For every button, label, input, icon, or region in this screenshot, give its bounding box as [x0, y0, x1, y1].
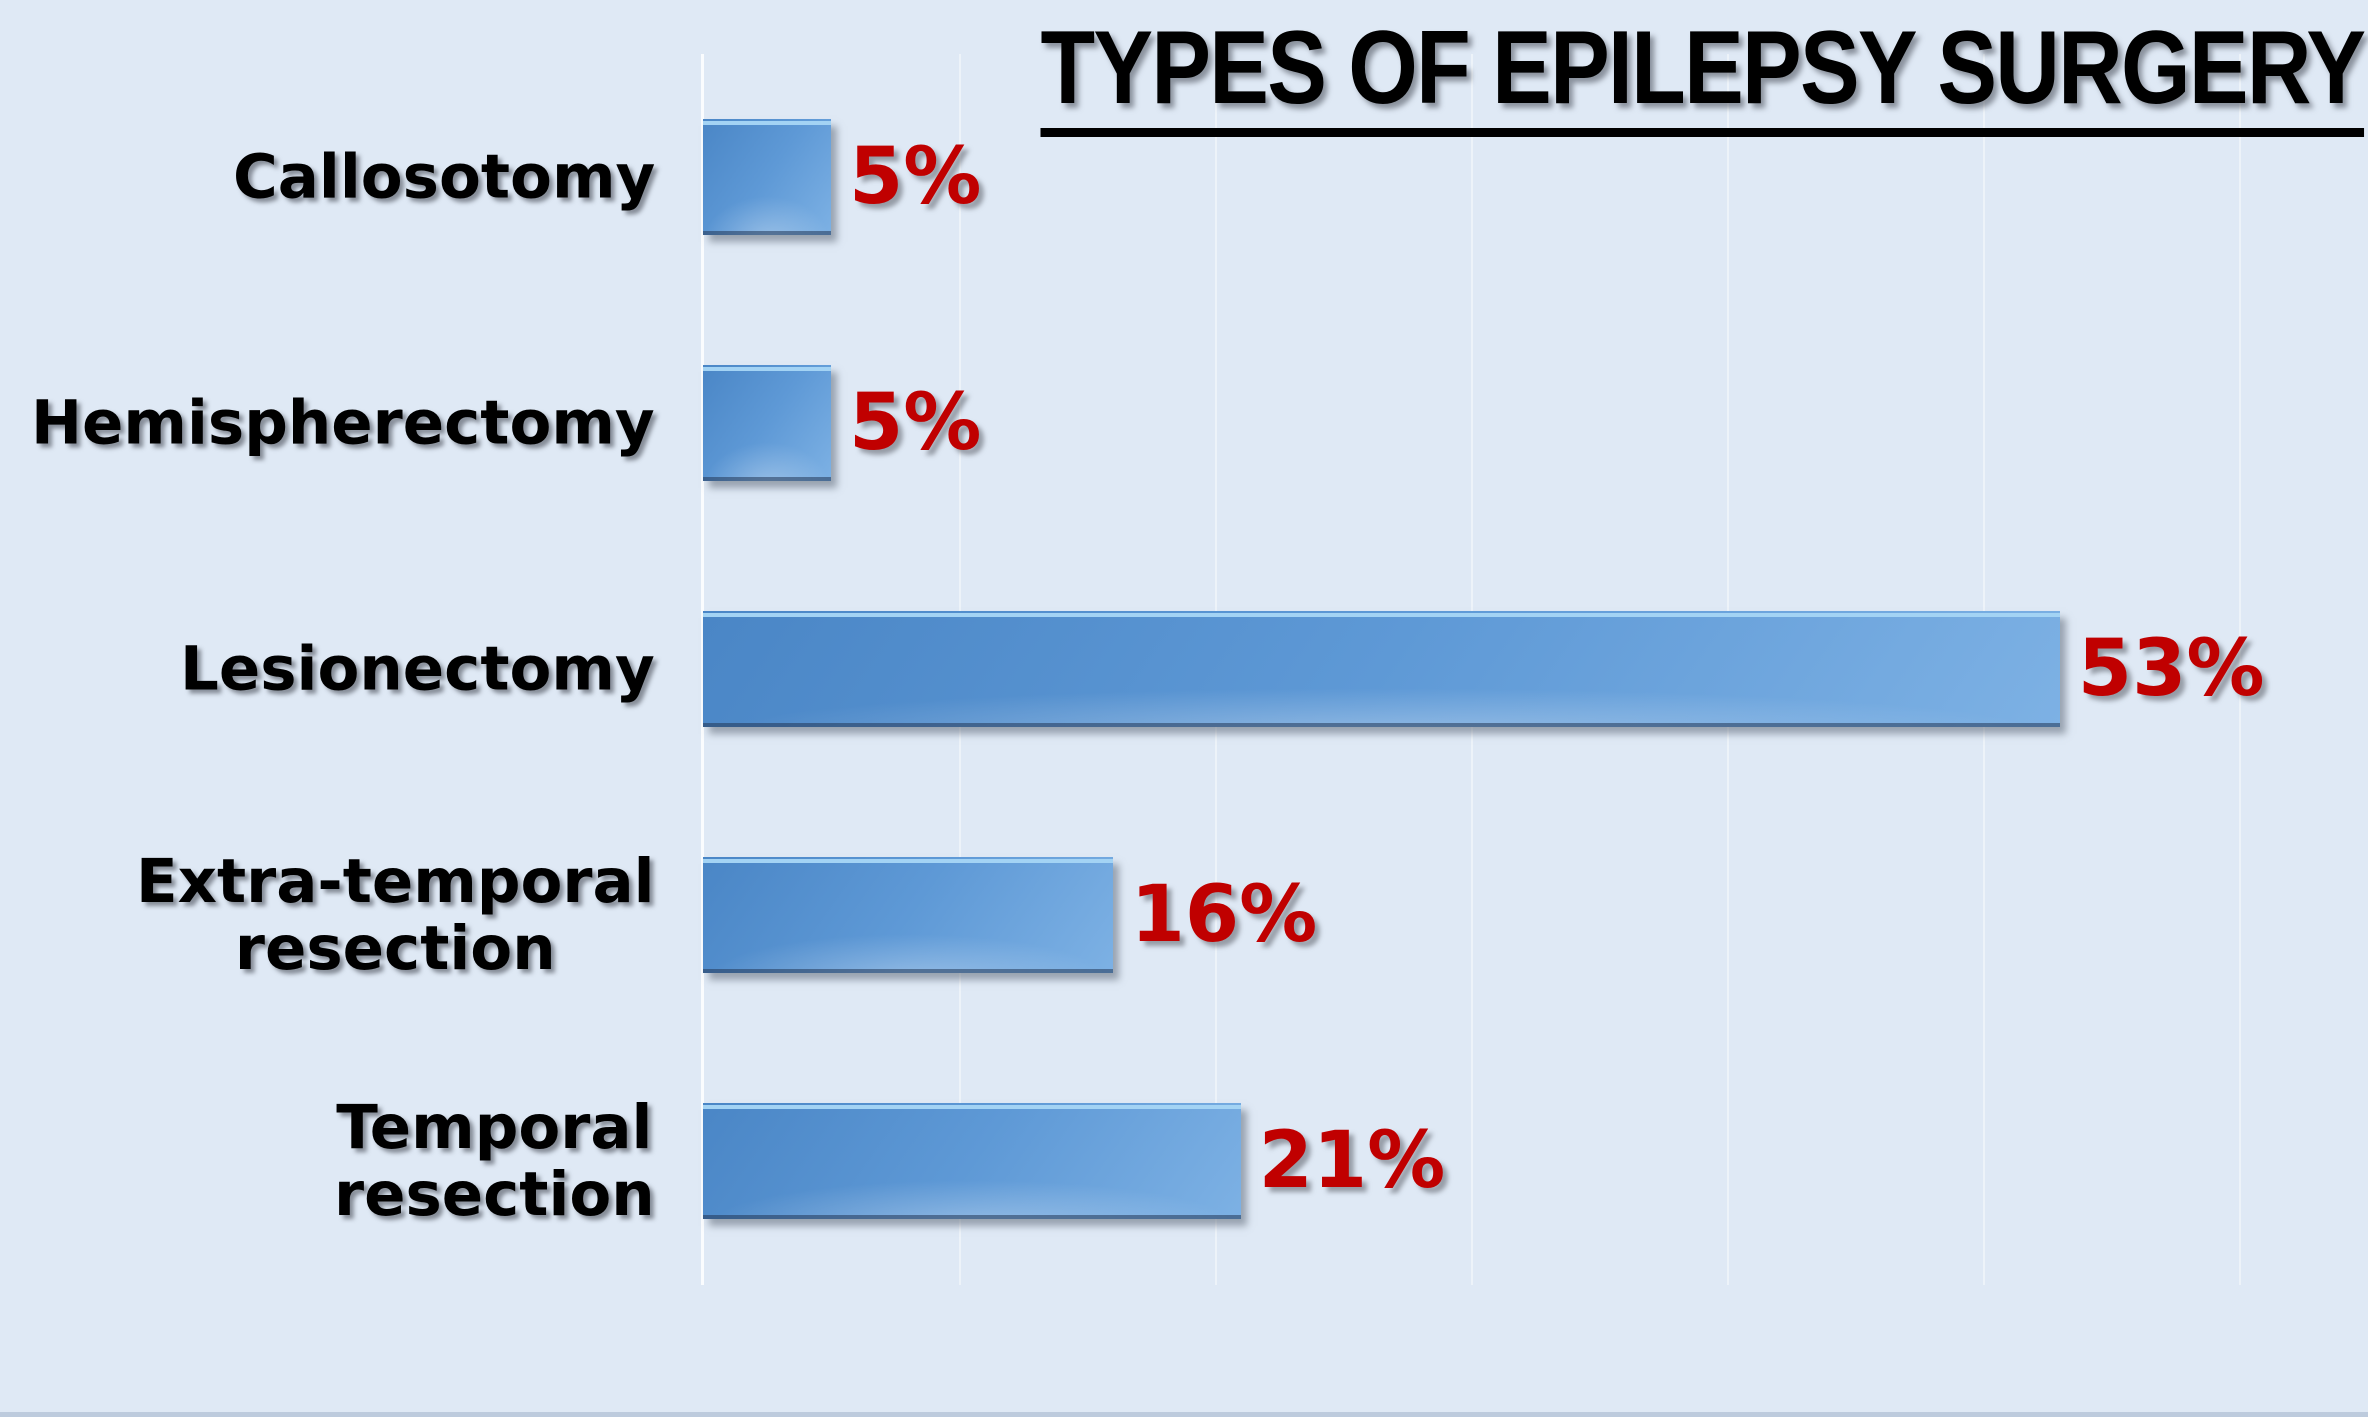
- bar-lesionectomy: [703, 611, 2060, 727]
- value-label-hemispherectomy: 5%: [849, 378, 982, 468]
- slide-bottom-edge: [0, 1412, 2368, 1417]
- value-label-callosotomy: 5%: [849, 132, 982, 222]
- value-label-extra-temporal-resection: 16%: [1130, 870, 1318, 960]
- category-axis-line: [701, 54, 704, 1285]
- category-label-hemispherectomy: Hemispherectomy: [31, 387, 655, 459]
- value-label-lesionectomy: 53%: [2077, 624, 2265, 714]
- category-label-callosotomy: Callosotomy: [233, 141, 656, 213]
- chart-title: TYPES OF EPILEPSY SURGERY: [1040, 16, 2366, 137]
- gridline-60-percent: [2239, 54, 2241, 1285]
- bar-temporal-resection: [703, 1103, 1241, 1219]
- category-label-temporal-resection: Temporal resection: [334, 1091, 655, 1230]
- bar-extra-temporal-resection: [703, 857, 1113, 973]
- category-label-lesionectomy: Lesionectomy: [180, 633, 655, 705]
- bar-hemispherectomy: [703, 365, 831, 481]
- category-label-extra-temporal-resection: Extra-temporal resection: [136, 845, 655, 984]
- value-label-temporal-resection: 21%: [1258, 1116, 1446, 1206]
- bar-callosotomy: [703, 119, 831, 235]
